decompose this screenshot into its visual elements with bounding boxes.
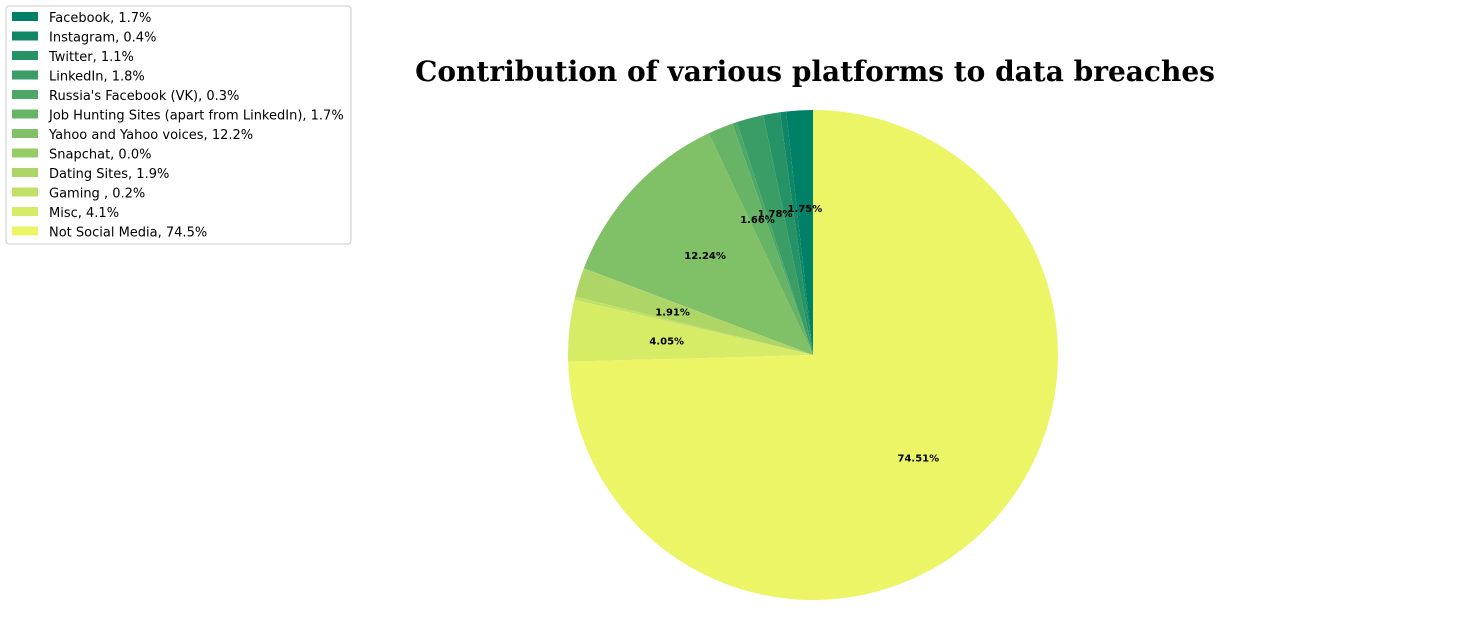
legend-frame [5, 5, 352, 245]
legend-label: Twitter, 1.1% [48, 50, 134, 65]
pie-slice [583, 133, 813, 355]
legend-label: Yahoo and Yahoo voices, 12.2% [48, 128, 253, 143]
legend-swatch [12, 51, 38, 60]
pie-slices [567, 110, 1058, 600]
legend-swatch [12, 148, 38, 158]
pie-slice [732, 122, 813, 355]
legend-label: Instagram, 0.4% [49, 31, 156, 46]
pie-slice [708, 123, 813, 356]
legend-swatch [12, 90, 38, 99]
legend-label: Misc, 4.1% [49, 206, 119, 221]
legend-swatch [12, 226, 38, 236]
pie-labels: 1.75%1.78%1.66% 12.24% 1.91% 4.05% 74.51% [649, 204, 939, 464]
slice-label: 74.51% [898, 454, 940, 465]
pie-slice [575, 268, 813, 355]
pie-slice [786, 110, 813, 355]
slice-label: 1.78% [758, 209, 793, 220]
slice-label: 1.75% [788, 204, 823, 215]
pie-slice [779, 111, 813, 355]
legend-swatch [12, 12, 38, 21]
legend-swatch [12, 207, 38, 216]
pie-slice [568, 110, 1058, 600]
slice-label: 1.91% [655, 308, 690, 319]
legend-label: Facebook, 1.7% [49, 11, 151, 26]
pie-slice [574, 296, 813, 355]
slice-label: 4.05% [649, 336, 684, 347]
slice-label: 1.66% [740, 215, 775, 226]
legend-swatch [12, 168, 38, 177]
legend-swatch [12, 31, 38, 41]
legend-label: LinkedIn, 1.8% [49, 70, 145, 85]
pie-slice [736, 115, 813, 355]
legend-swatch [12, 187, 38, 197]
pie-slice [763, 112, 813, 356]
legend-label: Not Social Media, 74.5% [49, 226, 207, 241]
legend-swatch [12, 109, 38, 119]
pie-slice [567, 299, 813, 362]
pie-slice [583, 268, 813, 355]
legend-label: Gaming , 0.2% [49, 187, 145, 202]
slice-label: 12.24% [684, 251, 726, 262]
legend-label: Snapchat, 0.0% [49, 148, 151, 163]
legend-label: Job Hunting Sites (apart from LinkedIn),… [48, 109, 344, 124]
legend-swatch [12, 70, 38, 80]
chart-title: Contribution of various platforms to dat… [415, 55, 1215, 88]
legend-swatch [12, 129, 38, 138]
legend-label: Russia's Facebook (VK), 0.3% [49, 89, 239, 104]
legend-label: Dating Sites, 1.9% [49, 167, 169, 182]
legend: Facebook, 1.7% Instagram, 0.4% Twitter, 1.… [5, 5, 352, 245]
